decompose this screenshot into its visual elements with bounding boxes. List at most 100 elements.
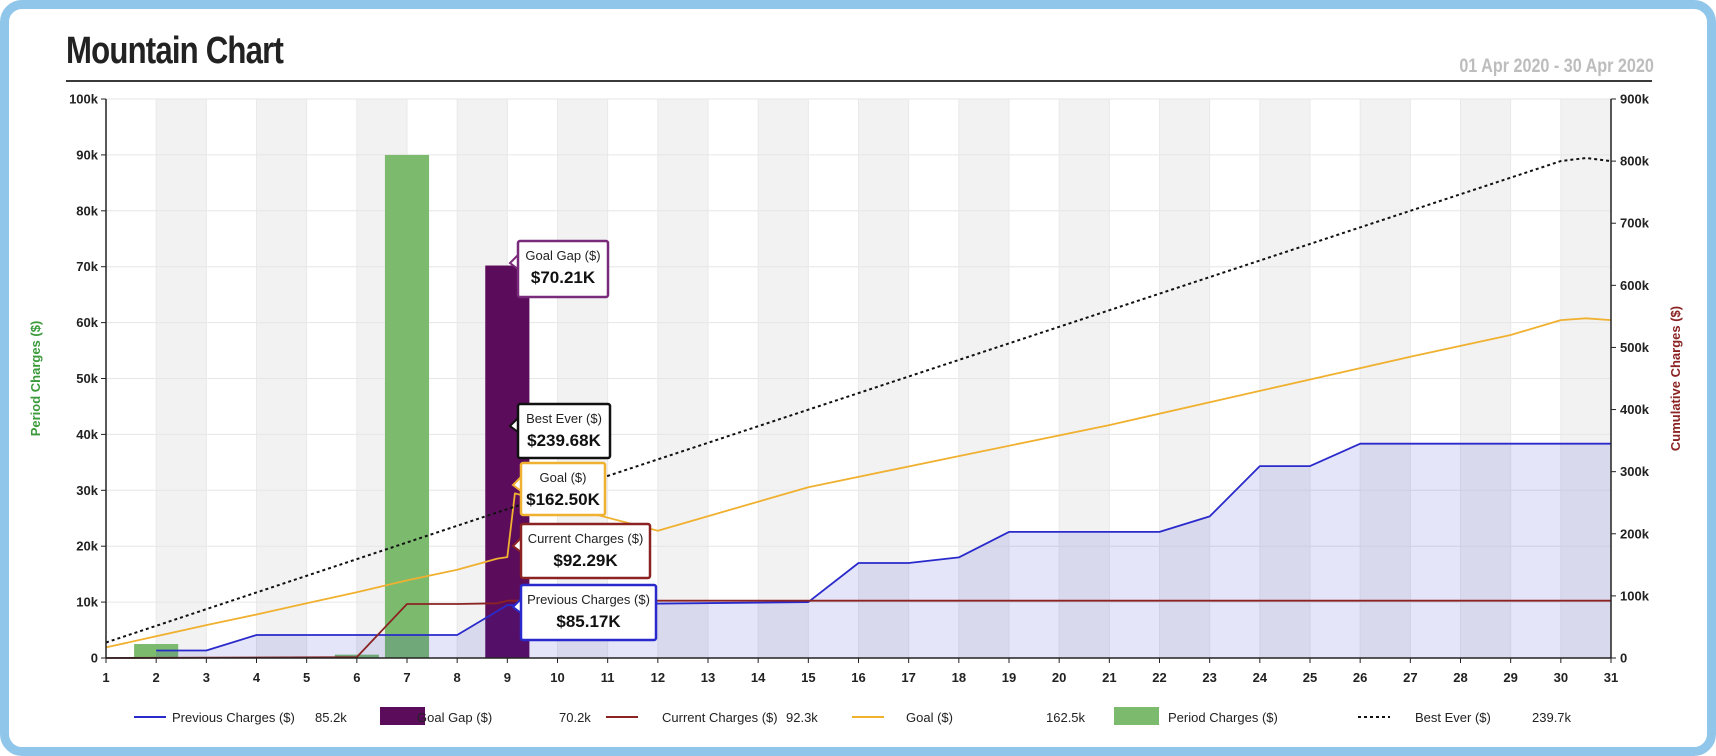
tooltip-box bbox=[519, 522, 652, 580]
legend-value: 85.2k bbox=[315, 710, 347, 725]
x-tick-label: 4 bbox=[253, 670, 261, 685]
gridlines bbox=[105, 98, 1612, 659]
x-tick-label: 29 bbox=[1503, 670, 1517, 685]
x-tick-label: 19 bbox=[1002, 670, 1016, 685]
right-tick-label: 500k bbox=[1620, 340, 1650, 355]
legend-item-goal-gap[interactable]: Goal Gap ($) 70.2k bbox=[380, 707, 591, 725]
x-tick-label: 27 bbox=[1403, 670, 1417, 685]
tooltips: Goal Gap ($) $70.21K Best Ever ($) $239.68K… bbox=[508, 239, 658, 642]
legend-swatch bbox=[1114, 707, 1159, 725]
x-tick-label: 31 bbox=[1604, 670, 1618, 685]
left-axis-title: Period Charges ($) bbox=[28, 321, 43, 437]
legend-value: 92.3k bbox=[786, 710, 818, 725]
legend-item-period-charges[interactable]: Period Charges ($) bbox=[1114, 707, 1278, 725]
tooltip-current-charges: Current Charges ($) $92.29K bbox=[511, 522, 652, 580]
right-tick-label: 600k bbox=[1620, 278, 1650, 293]
left-tick-label: 30k bbox=[76, 483, 98, 498]
line-best-ever bbox=[105, 157, 1612, 644]
tooltip-box bbox=[516, 402, 612, 460]
x-tick-label: 18 bbox=[952, 670, 966, 685]
tooltip-label: Previous Charges ($) bbox=[527, 592, 650, 607]
x-tick-label: 6 bbox=[353, 670, 360, 685]
tooltip-value: $92.29K bbox=[553, 551, 618, 570]
legend-swatch bbox=[380, 707, 425, 725]
tooltip-box bbox=[519, 583, 658, 642]
tooltip-best-ever: Best Ever ($) $239.68K bbox=[508, 402, 612, 460]
x-tick-label: 12 bbox=[651, 670, 665, 685]
right-tick-label: 700k bbox=[1620, 216, 1650, 231]
tooltip-value: $85.17K bbox=[556, 612, 621, 631]
chart-title: Mountain Chart bbox=[66, 30, 284, 72]
x-tick-label: 20 bbox=[1052, 670, 1066, 685]
axes: 0 10k 20k 30k 40k 50k 60k 70k 80k 90k 100k 0 100k 200… bbox=[28, 92, 1683, 686]
tooltip-value: $70.21K bbox=[531, 268, 596, 287]
right-tick-label: 0 bbox=[1620, 651, 1627, 666]
bar-period-charges bbox=[134, 644, 179, 658]
right-tick-label: 800k bbox=[1620, 154, 1650, 169]
x-tick-label: 26 bbox=[1353, 670, 1367, 685]
left-tick-label: 100k bbox=[69, 92, 99, 107]
x-tick-label: 13 bbox=[701, 670, 715, 685]
x-tick-label: 16 bbox=[851, 670, 865, 685]
right-tick-label: 300k bbox=[1620, 464, 1650, 479]
x-tick-label: 3 bbox=[203, 670, 210, 685]
x-tick-label: 2 bbox=[153, 670, 160, 685]
legend-label: Goal Gap ($) bbox=[417, 710, 492, 725]
legend-label: Period Charges ($) bbox=[1168, 710, 1278, 725]
bar-period-charges bbox=[384, 154, 430, 658]
tooltip-value: $239.68K bbox=[527, 431, 601, 450]
x-tick-label: 11 bbox=[601, 670, 615, 685]
x-tick-label: 30 bbox=[1554, 670, 1568, 685]
x-tick-label: 25 bbox=[1303, 670, 1317, 685]
left-tick-label: 10k bbox=[76, 595, 98, 610]
tooltip-goal: Goal ($) $162.50K bbox=[511, 461, 607, 517]
tooltip-goal-gap: Goal Gap ($) $70.21K bbox=[508, 239, 610, 299]
right-tick-label: 100k bbox=[1620, 588, 1650, 603]
left-tick-label: 80k bbox=[76, 203, 98, 218]
tooltip-value: $162.50K bbox=[526, 490, 600, 509]
right-axis-title: Cumulative Charges ($) bbox=[1668, 306, 1683, 451]
x-tick-label: 8 bbox=[454, 670, 461, 685]
x-tick-label: 22 bbox=[1152, 670, 1166, 685]
x-tick-label: 7 bbox=[403, 670, 410, 685]
tooltip-box bbox=[516, 239, 610, 299]
legend-label: Previous Charges ($) bbox=[172, 710, 295, 725]
right-tick-label: 200k bbox=[1620, 526, 1650, 541]
date-range: 01 Apr 2020 - 30 Apr 2020 bbox=[1459, 56, 1654, 77]
legend-label: Goal ($) bbox=[906, 710, 953, 725]
tooltip-label: Goal ($) bbox=[540, 470, 587, 485]
title-divider bbox=[66, 80, 1652, 82]
right-tick-label: 900k bbox=[1620, 92, 1650, 107]
x-tick-label: 21 bbox=[1102, 670, 1116, 685]
x-tick-label: 10 bbox=[550, 670, 564, 685]
tooltip-label: Goal Gap ($) bbox=[525, 248, 600, 263]
line-series bbox=[105, 157, 1612, 659]
x-tick-label: 14 bbox=[751, 670, 766, 685]
legend: Previous Charges ($) 85.2k Goal Gap ($) 70.… bbox=[134, 707, 1572, 725]
tooltip-box bbox=[519, 461, 607, 517]
left-tick-label: 0 bbox=[91, 651, 98, 666]
x-tick-label: 24 bbox=[1253, 670, 1268, 685]
legend-value: 239.7k bbox=[1532, 710, 1572, 725]
left-tick-label: 90k bbox=[76, 147, 98, 162]
left-tick-label: 40k bbox=[76, 427, 98, 442]
left-tick-label: 70k bbox=[76, 259, 98, 274]
legend-item-goal[interactable]: Goal ($) 162.5k bbox=[852, 710, 1086, 725]
x-tick-label: 1 bbox=[102, 670, 109, 685]
tooltip-label: Best Ever ($) bbox=[526, 411, 602, 426]
legend-item-previous-charges[interactable]: Previous Charges ($) 85.2k bbox=[134, 710, 347, 725]
legend-label: Best Ever ($) bbox=[1415, 710, 1491, 725]
legend-item-best-ever[interactable]: Best Ever ($) 239.7k bbox=[1358, 710, 1572, 725]
x-tick-label: 23 bbox=[1202, 670, 1216, 685]
legend-value: 70.2k bbox=[559, 710, 591, 725]
x-tick-label: 15 bbox=[801, 670, 815, 685]
area-previous-charges bbox=[156, 443, 1612, 658]
x-tick-label: 5 bbox=[303, 670, 310, 685]
tooltip-label: Current Charges ($) bbox=[528, 531, 644, 546]
tooltip-previous-charges: Previous Charges ($) $85.17K bbox=[511, 583, 658, 642]
legend-label: Current Charges ($) bbox=[662, 710, 778, 725]
legend-value: 162.5k bbox=[1046, 710, 1086, 725]
legend-item-current-charges[interactable]: Current Charges ($) 92.3k bbox=[606, 710, 818, 725]
left-tick-label: 20k bbox=[76, 539, 98, 554]
